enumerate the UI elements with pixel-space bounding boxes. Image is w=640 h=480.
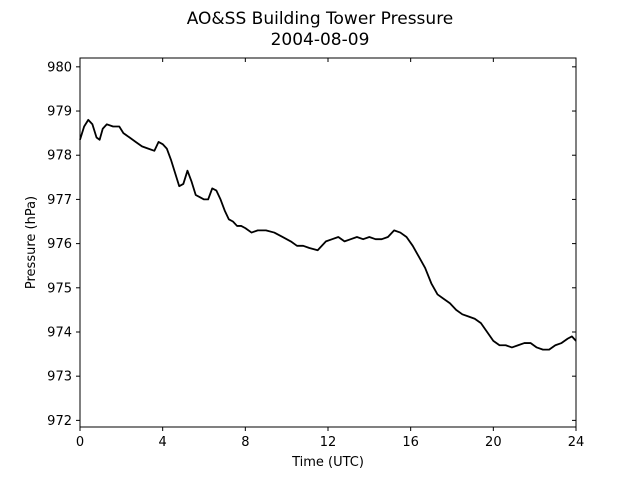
y-tick-label: 975 bbox=[47, 281, 72, 296]
y-tick-label: 977 bbox=[47, 193, 72, 208]
y-tick-label: 972 bbox=[47, 414, 72, 429]
x-tick-label: 12 bbox=[320, 435, 337, 450]
plot-area bbox=[79, 118, 577, 351]
y-axis: 972 973 974 975 976 977 978 979 980 bbox=[47, 60, 576, 429]
y-tick-label: 978 bbox=[47, 149, 72, 164]
y-axis-label: Pressure (hPa) bbox=[24, 196, 39, 289]
y-tick-label: 974 bbox=[47, 325, 72, 340]
chart-subtitle: 2004-08-09 bbox=[271, 30, 370, 50]
x-tick-label: 20 bbox=[485, 435, 502, 450]
y-tick-label: 976 bbox=[47, 237, 72, 252]
y-tick-label: 973 bbox=[47, 370, 72, 385]
chart-title: AO&SS Building Tower Pressure bbox=[187, 9, 454, 29]
x-axis-label: Time (UTC) bbox=[291, 455, 364, 470]
x-axis: 0 4 8 12 16 20 24 bbox=[76, 58, 584, 450]
x-tick-label: 24 bbox=[568, 435, 585, 450]
y-tick-label: 980 bbox=[47, 60, 72, 75]
x-tick-label: 0 bbox=[76, 435, 84, 450]
x-tick-label: 16 bbox=[402, 435, 419, 450]
pressure-series-line bbox=[79, 118, 577, 351]
x-tick-label: 4 bbox=[159, 435, 167, 450]
x-tick-label: 8 bbox=[241, 435, 249, 450]
y-tick-label: 979 bbox=[47, 105, 72, 120]
